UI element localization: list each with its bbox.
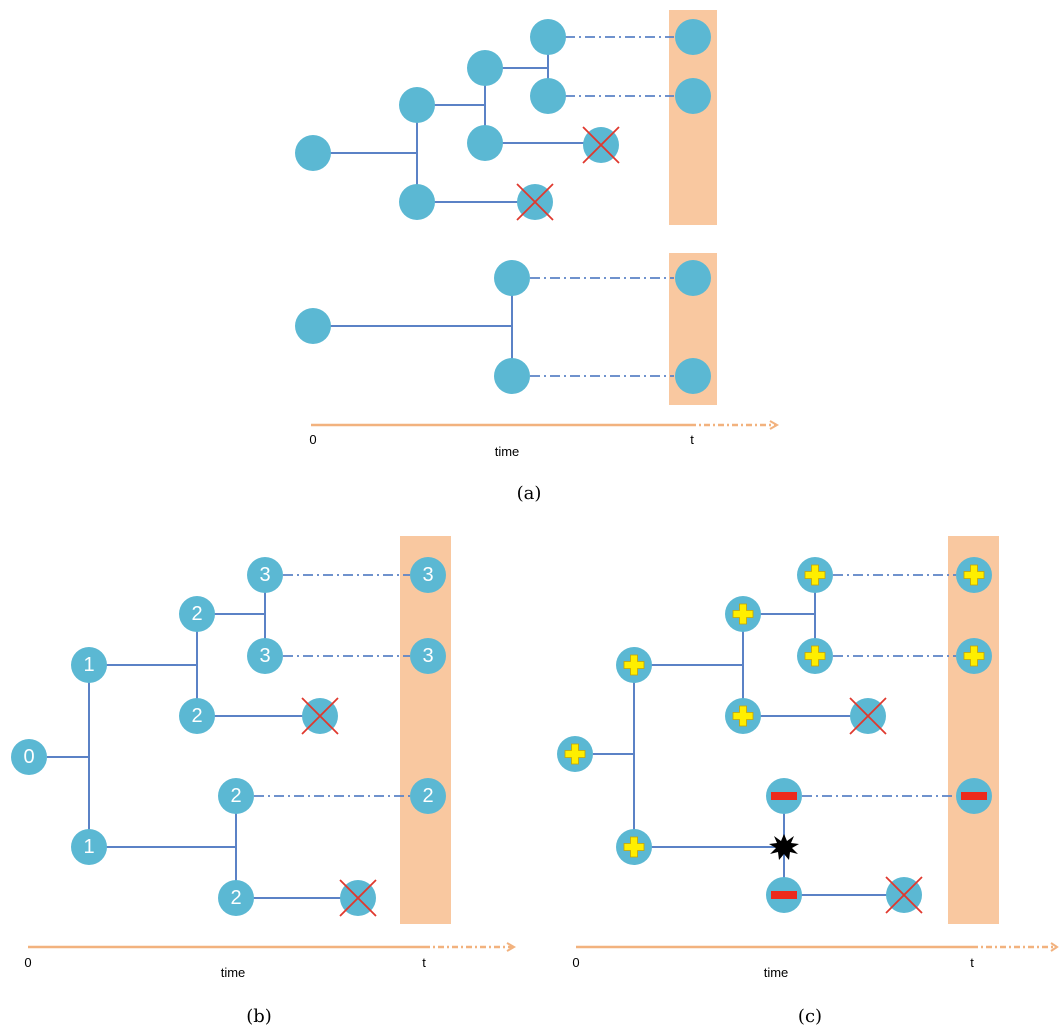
sampled-node	[675, 358, 711, 394]
axis-start-label: 0	[572, 955, 579, 970]
node-label: 3	[259, 645, 270, 667]
node: 1	[71, 829, 107, 865]
time-axis-b: 0 time t	[24, 942, 517, 980]
node	[616, 829, 652, 865]
axis-start-label: 0	[24, 955, 31, 970]
axis-time-label: time	[221, 965, 246, 980]
node: 2	[218, 880, 254, 916]
extinction-marks-b	[301, 697, 377, 917]
node-label: 3	[422, 645, 433, 667]
sampled-node	[675, 19, 711, 55]
node	[616, 647, 652, 683]
axis-end-label: t	[970, 955, 974, 970]
node: 0	[11, 739, 47, 775]
node	[295, 135, 331, 171]
axis-end-label: t	[690, 432, 694, 447]
node	[797, 638, 833, 674]
node-label: 3	[422, 564, 433, 586]
panel-caption: (a)	[517, 483, 542, 504]
node	[797, 557, 833, 593]
node-label: 0	[23, 746, 34, 768]
node-label: 3	[259, 564, 270, 586]
node	[467, 50, 503, 86]
axis-time-label: time	[764, 965, 789, 980]
panel-caption: (c)	[798, 1006, 822, 1027]
panel-caption: (b)	[246, 1006, 272, 1027]
panel-a: 0 time t (a)	[295, 10, 780, 504]
node	[530, 19, 566, 55]
node	[766, 877, 802, 913]
tree-c-nodes	[557, 557, 992, 913]
axis-time-label: time	[495, 444, 520, 459]
sample-band	[400, 536, 451, 924]
node: 3	[247, 557, 283, 593]
sampled-node	[675, 260, 711, 296]
node-label: 1	[83, 654, 94, 676]
tree-b-nodes: 0 1 1 2 2 2 2	[11, 557, 446, 916]
node	[725, 698, 761, 734]
node	[725, 596, 761, 632]
panel-b: 0 1 1 2 2 2 2	[11, 536, 517, 1027]
sampled-node	[956, 778, 992, 814]
sampled-node	[956, 557, 992, 593]
node-label: 2	[191, 603, 202, 625]
node: 2	[179, 698, 215, 734]
sampled-node: 3	[410, 638, 446, 674]
tree-a-top-nodes	[295, 19, 711, 220]
sampled-node	[675, 78, 711, 114]
node-label: 2	[191, 705, 202, 727]
node-label: 2	[230, 887, 241, 909]
node	[557, 736, 593, 772]
node	[494, 358, 530, 394]
sample-band	[948, 536, 999, 924]
minus-icon	[771, 891, 797, 899]
time-axis-a: 0 time t	[309, 420, 780, 459]
node: 2	[218, 778, 254, 814]
tree-a-bottom-nodes	[295, 260, 711, 394]
extinction-marks-a	[516, 126, 620, 221]
node: 1	[71, 647, 107, 683]
sampled-node: 3	[410, 557, 446, 593]
node	[766, 778, 802, 814]
node-label: 2	[422, 785, 433, 807]
node	[399, 184, 435, 220]
node	[399, 87, 435, 123]
node	[530, 78, 566, 114]
axis-start-label: 0	[309, 432, 316, 447]
time-axis-c: 0 time t	[572, 942, 1059, 980]
extinction-marks-c	[849, 697, 923, 914]
minus-icon	[771, 792, 797, 800]
node: 3	[247, 638, 283, 674]
node	[295, 308, 331, 344]
axis-end-label: t	[422, 955, 426, 970]
minus-icon	[961, 792, 987, 800]
tree-a-top-edges	[330, 36, 674, 203]
node-label: 1	[83, 836, 94, 858]
sampled-node: 2	[410, 778, 446, 814]
node	[467, 125, 503, 161]
sampled-node	[956, 638, 992, 674]
node	[494, 260, 530, 296]
mutation-burst-icon	[769, 834, 799, 860]
node-label: 2	[230, 785, 241, 807]
panel-c: 0 time t (c)	[557, 536, 1059, 1027]
node: 2	[179, 596, 215, 632]
